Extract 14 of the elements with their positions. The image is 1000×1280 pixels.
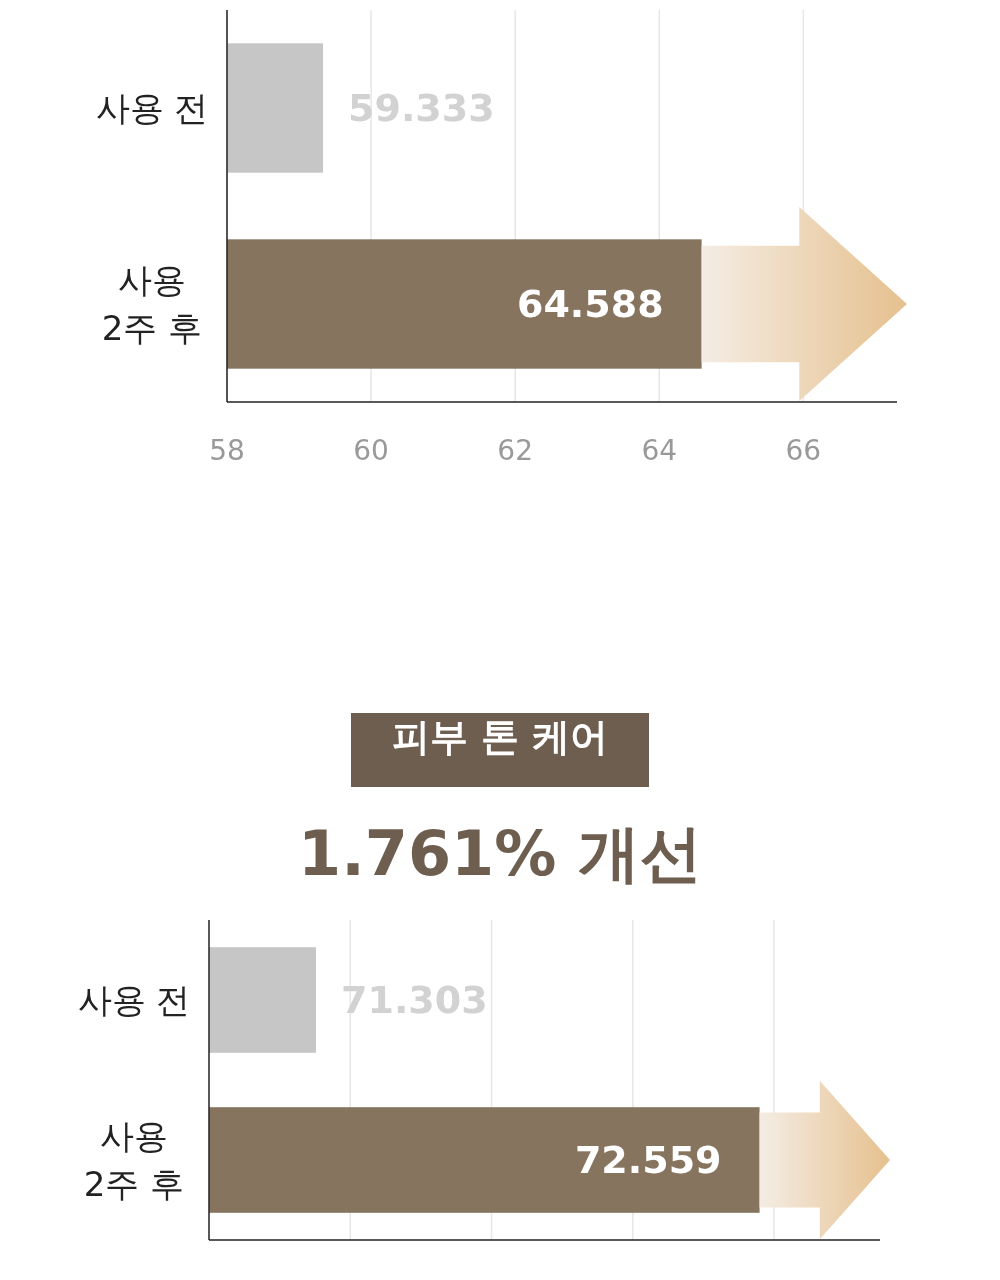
x-tick-label: 62 [497, 434, 533, 467]
title: 피부 톤 케어 [351, 713, 649, 787]
data-label: 64.588 [516, 282, 664, 326]
chart-title: 피부 톤 케어 [391, 715, 609, 759]
y-tick-label: 사용 2주 후 [101, 260, 203, 348]
chart-subtitle: 1.761% 개선 [298, 817, 702, 890]
x-tick-label: 64 [641, 434, 678, 467]
y-tick-label: 사용 전 [95, 88, 209, 128]
y-tick-label: 사용 2주 후 [83, 1116, 185, 1204]
x-tick-label: 66 [785, 434, 822, 467]
x-tick-label: 58 [209, 434, 245, 467]
y-tick-label: 사용 전 [77, 980, 191, 1020]
x-tick-label: 60 [353, 434, 389, 467]
data-label: 72.559 [574, 1138, 722, 1182]
